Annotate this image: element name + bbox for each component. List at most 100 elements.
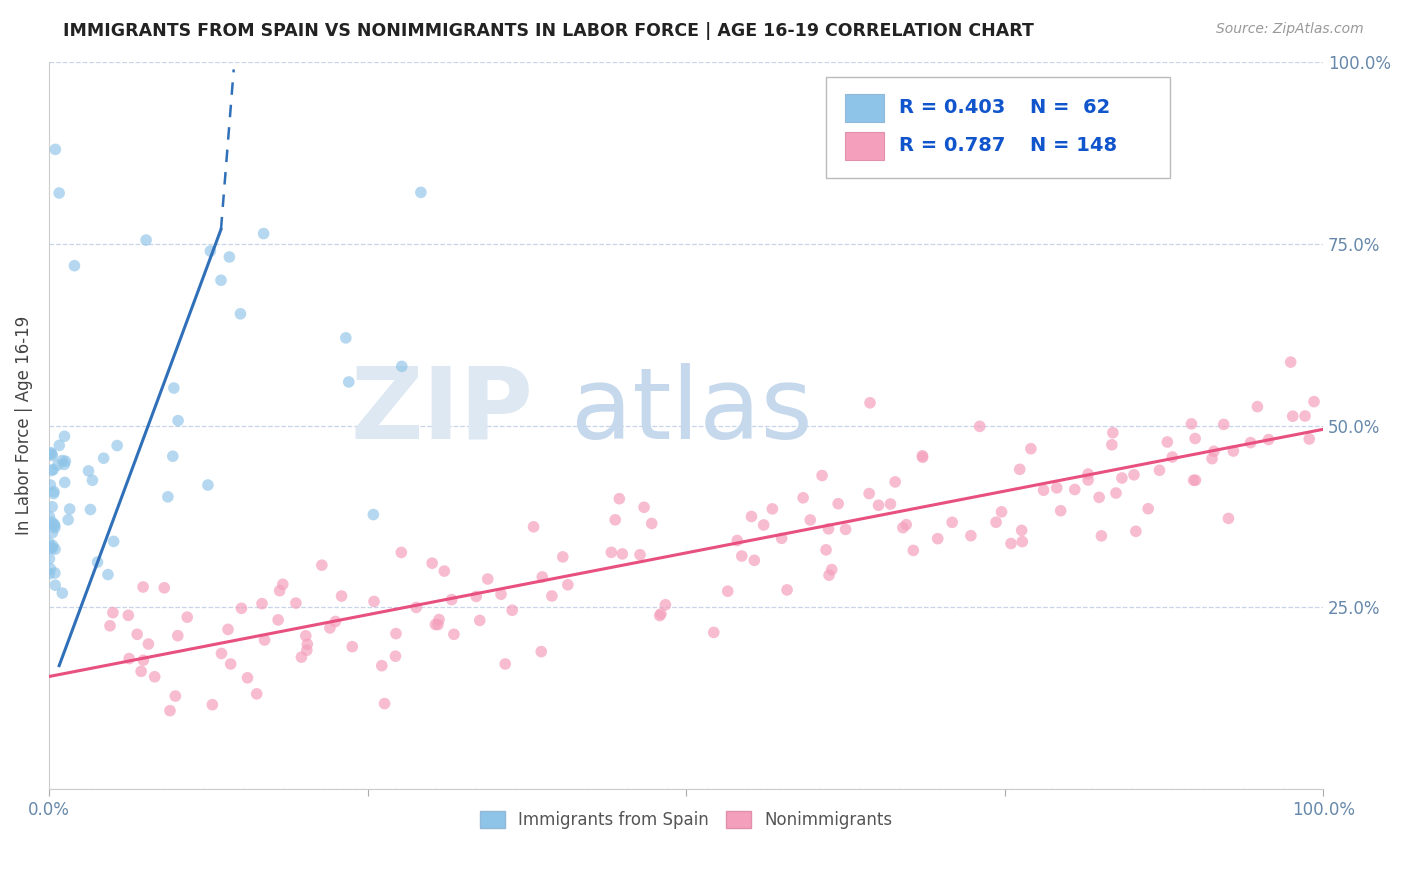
Point [42, 486, 65, 500]
Point [557, 578, 579, 592]
Point [425, 617, 447, 632]
Point [858, 486, 880, 500]
Point [44, 578, 66, 592]
Point [209, 273, 232, 287]
Point [218, 250, 240, 264]
Point [440, 592, 463, 607]
Point [776, 582, 799, 597]
Point [1182, 473, 1205, 487]
Point [1077, 473, 1099, 487]
Point [1111, 471, 1133, 485]
Y-axis label: In Labor Force | Age 16-19: In Labor Force | Age 16-19 [15, 316, 32, 535]
Point [217, 623, 239, 637]
Point [311, 558, 333, 573]
Point [42, 517, 65, 532]
Point [211, 647, 233, 661]
Point [117, 608, 139, 623]
Text: N =  62: N = 62 [1031, 98, 1111, 118]
Point [385, 626, 408, 640]
Point [633, 500, 655, 515]
Point [703, 625, 725, 640]
Point [1088, 491, 1111, 505]
Point [1102, 425, 1125, 440]
Point [641, 516, 664, 531]
Point [295, 643, 318, 657]
Point [468, 614, 491, 628]
Point [648, 608, 671, 623]
Point [426, 617, 449, 632]
Point [770, 532, 793, 546]
Point [1046, 481, 1069, 495]
Point [38, 551, 60, 566]
Point [219, 657, 242, 671]
Point [1077, 467, 1099, 481]
Text: N = 148: N = 148 [1031, 136, 1118, 155]
Point [294, 629, 316, 643]
Point [1000, 536, 1022, 550]
Point [427, 613, 450, 627]
Point [1149, 463, 1171, 477]
Point [815, 542, 838, 557]
Point [166, 629, 188, 643]
Point [433, 564, 456, 578]
Point [389, 545, 412, 559]
Point [654, 598, 676, 612]
Point [605, 513, 627, 527]
Point [725, 533, 748, 548]
Point [297, 637, 319, 651]
Point [253, 632, 276, 647]
Point [105, 439, 128, 453]
Point [903, 543, 925, 558]
Point [337, 375, 360, 389]
Point [1212, 417, 1234, 432]
Point [200, 244, 222, 258]
Point [290, 650, 312, 665]
Point [156, 490, 179, 504]
Point [135, 233, 157, 247]
Point [1239, 435, 1261, 450]
Point [330, 589, 353, 603]
Point [891, 521, 914, 535]
Point [98, 619, 121, 633]
Point [41, 515, 63, 529]
Point [489, 587, 512, 601]
Point [420, 556, 443, 570]
Point [990, 505, 1012, 519]
Point [1180, 417, 1202, 431]
Point [530, 645, 553, 659]
Point [229, 307, 252, 321]
Point [132, 653, 155, 667]
Point [1257, 433, 1279, 447]
Point [1105, 486, 1128, 500]
Point [197, 478, 219, 492]
Point [522, 520, 544, 534]
Point [246, 687, 269, 701]
Text: IMMIGRANTS FROM SPAIN VS NONIMMIGRANTS IN LABOR FORCE | AGE 16-19 CORRELATION CH: IMMIGRANTS FROM SPAIN VS NONIMMIGRANTS I… [63, 22, 1035, 40]
Text: R = 0.403: R = 0.403 [898, 98, 1005, 118]
Point [44, 518, 66, 533]
Point [818, 568, 841, 582]
Point [39, 541, 62, 555]
Text: Source: ZipAtlas.com: Source: ZipAtlas.com [1216, 22, 1364, 37]
Point [77, 464, 100, 478]
Point [799, 513, 821, 527]
Point [176, 610, 198, 624]
Point [628, 548, 651, 562]
Point [927, 532, 949, 546]
Point [384, 649, 406, 664]
Point [59, 502, 82, 516]
Point [896, 517, 918, 532]
Point [1184, 432, 1206, 446]
Point [132, 580, 155, 594]
Point [821, 563, 844, 577]
Point [39, 445, 62, 459]
Point [44, 542, 66, 557]
Point [53, 454, 76, 468]
Point [42, 484, 65, 499]
Point [1184, 473, 1206, 487]
Point [319, 621, 342, 635]
Point [42, 539, 65, 553]
Point [1011, 534, 1033, 549]
Point [86, 555, 108, 569]
Point [363, 594, 385, 608]
